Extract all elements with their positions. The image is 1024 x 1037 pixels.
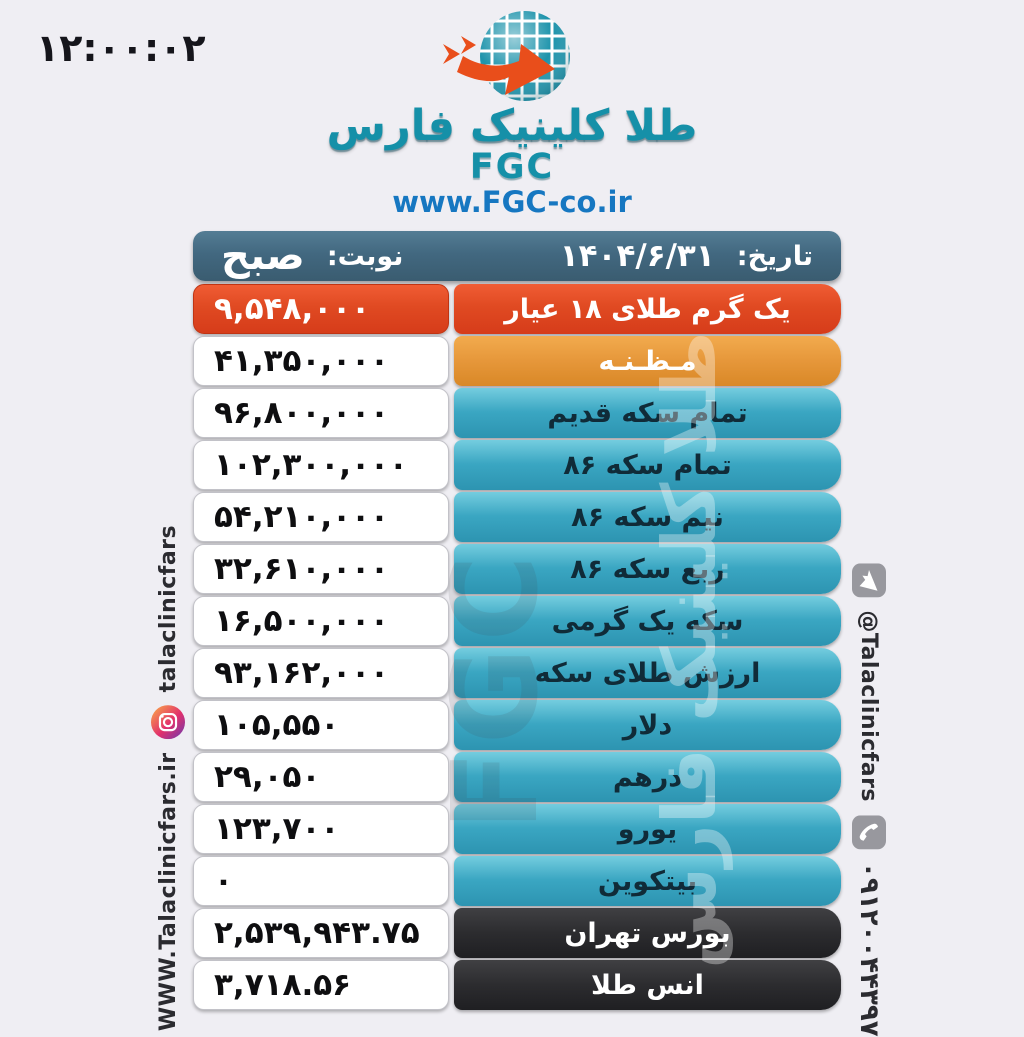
price-label: دلار [454,700,841,750]
price-value: ۹۳,۱۶۲,۰۰۰ [193,648,449,698]
price-value: ۱۶,۵۰۰,۰۰۰ [193,596,449,646]
date-group: تاریخ: ۱۴۰۴/۶/۳۱ [560,238,813,274]
price-label: انس طلا [454,960,841,1010]
price-label: تمام سکه ۸۶ [454,440,841,490]
globe-arrow-icon [443,11,570,101]
telegram-icon [852,563,886,598]
price-value: ۱۰۵,۵۵۰ [193,700,449,750]
price-label: درهم [454,752,841,802]
table-row: ۱۰۲,۳۰۰,۰۰۰ تمام سکه ۸۶ [193,440,841,490]
logo-block: طلا کلینیک فارس FGC www.FGC-co.ir [0,6,1024,217]
clock-time: ۱۲:۰۰:۰۲ [36,26,206,70]
contact-rail: @Talaclinicfars ۰۹۱۲۰۰۴۴۳۹۷ [852,563,886,1037]
table-row: ۱۰۵,۵۵۰ دلار [193,700,841,750]
price-value: ۲۹,۰۵۰ [193,752,449,802]
price-label: ربع سکه ۸۶ [454,544,841,594]
price-label: بورس تهران [454,908,841,958]
table-row: ۲۹,۰۵۰ درهم [193,752,841,802]
table-row: ۰ بیتکوین [193,856,841,906]
table-row: ۹,۵۴۸,۰۰۰ یک گرم طلای ۱۸ عیار [193,284,841,334]
price-label: یک گرم طلای ۱۸ عیار [454,284,841,334]
date-value: ۱۴۰۴/۶/۳۱ [559,238,715,274]
instagram-handle: talaclinicfars [155,524,181,693]
price-value: ۹۶,۸۰۰,۰۰۰ [193,388,449,438]
price-value: ۱۲۳,۷۰۰ [193,804,449,854]
price-value: ۲,۵۳۹,۹۴۳.۷۵ [193,908,449,958]
rates-table: تاریخ: ۱۴۰۴/۶/۳۱ نوبت: صبح ۹,۵۴۸,۰۰۰ یک … [193,231,841,1012]
phone-number: ۰۹۱۲۰۰۴۴۳۹۷ [854,862,884,1037]
table-row: ۳,۷۱۸.۵۶ انس طلا [193,960,841,1010]
table-row: ۹۶,۸۰۰,۰۰۰ تمام سکه قدیم [193,388,841,438]
table-row: ۹۳,۱۶۲,۰۰۰ ارزش طلای سکه [193,648,841,698]
table-row: ۵۴,۲۱۰,۰۰۰ نیم سکه ۸۶ [193,492,841,542]
website-url: WWW.Talaclinicfars.ir [155,752,181,1032]
telegram-handle: @Talaclinicfars [856,610,882,803]
shift-value: صبح [221,233,305,279]
price-value: ۹,۵۴۸,۰۰۰ [193,284,449,334]
table-row: ۲,۵۳۹,۹۴۳.۷۵ بورس تهران [193,908,841,958]
brand-url: www.FGC-co.ir [392,184,632,219]
price-label: مـظـنـه [454,336,841,386]
table-row: ۴۱,۳۵۰,۰۰۰ مـظـنـه [193,336,841,386]
price-label: بیتکوین [454,856,841,906]
price-label: یورو [454,804,841,854]
price-value: ۰ [193,856,449,906]
shift-group: نوبت: صبح [221,233,403,279]
price-value: ۵۴,۲۱۰,۰۰۰ [193,492,449,542]
price-value: ۴۱,۳۵۰,۰۰۰ [193,336,449,386]
table-row: ۱۶,۵۰۰,۰۰۰ سکه یک گرمی [193,596,841,646]
phone-icon [852,815,886,850]
price-label: ارزش طلای سکه [454,648,841,698]
instagram-rail: WWW.Talaclinicfars.ir talaclinicfars [151,525,185,1031]
table-row: ۱۲۳,۷۰۰ یورو [193,804,841,854]
date-label: تاریخ: [736,240,813,272]
shift-label: نوبت: [326,240,404,272]
brand-abbr: FGC [469,147,555,188]
price-value: ۳,۷۱۸.۵۶ [193,960,449,1010]
price-label: نیم سکه ۸۶ [454,492,841,542]
price-label: سکه یک گرمی [454,596,841,646]
brand-title: طلا کلینیک فارس [326,101,698,151]
instagram-icon [151,705,185,740]
table-header: تاریخ: ۱۴۰۴/۶/۳۱ نوبت: صبح [193,231,841,281]
price-value: ۱۰۲,۳۰۰,۰۰۰ [193,440,449,490]
price-label: تمام سکه قدیم [454,388,841,438]
price-value: ۳۲,۶۱۰,۰۰۰ [193,544,449,594]
table-row: ۳۲,۶۱۰,۰۰۰ ربع سکه ۸۶ [193,544,841,594]
